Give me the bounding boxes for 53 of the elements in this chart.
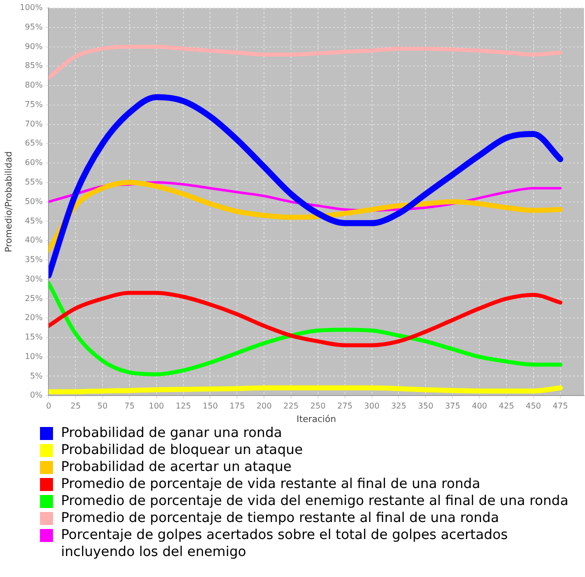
legend-label: Promedio de porcentaje de vida restante al final de una ronda: [61, 476, 480, 493]
y-tick-label: 35%: [24, 255, 44, 264]
x-tick-label: 50: [97, 401, 108, 410]
y-tick-label: 85%: [24, 61, 44, 70]
y-tick-label: 45%: [24, 216, 44, 226]
y-tick-label: 20%: [24, 313, 44, 322]
x-tick-label: 175: [230, 401, 245, 410]
y-axis-title: Promedio/Probabilidad: [4, 151, 15, 252]
x-tick-label: 125: [176, 401, 191, 410]
y-tick-label: 40%: [24, 236, 44, 245]
x-tick-label: 100: [148, 401, 164, 410]
y-tick-label: 10%: [24, 352, 44, 361]
x-tick-label: 350: [418, 401, 434, 410]
legend-label: Probabilidad de acertar un ataque: [61, 459, 292, 476]
line-series: [48, 44, 562, 80]
x-tick-label: 25: [70, 401, 81, 410]
x-tick-label: 225: [283, 401, 299, 410]
x-axis-title: Iteración: [296, 414, 336, 425]
x-tick-label: 250: [310, 401, 326, 410]
legend-label: Probabilidad de ganar una ronda: [61, 425, 282, 442]
legend-label: Porcentaje de golpes acertados sobre el total de golpes acertados incluyendo los del enemigo: [61, 527, 509, 561]
x-tick-label: 325: [391, 401, 406, 410]
x-tick-label: 425: [498, 401, 514, 410]
y-tick-label: 15%: [24, 332, 44, 342]
x-tick-label: 150: [202, 401, 218, 410]
legend-label: Probabilidad de bloquear un ataque: [61, 442, 303, 459]
y-tick-label: 60%: [24, 158, 44, 168]
y-tick-label: 30%: [24, 274, 44, 284]
x-tick-label: 200: [256, 401, 272, 410]
x-tick-label: 450: [526, 401, 542, 410]
y-tick-label: 70%: [24, 119, 44, 128]
y-tick-label: 80%: [24, 80, 44, 90]
x-tick-label: 75: [124, 401, 135, 410]
y-tick-label: 55%: [24, 178, 44, 186]
x-tick-label: 400: [472, 401, 488, 410]
line-series: [48, 290, 562, 348]
line-series: [48, 281, 562, 376]
y-tick-label: 0%: [30, 390, 44, 400]
y-tick-label: 65%: [24, 138, 44, 148]
x-tick-label: 275: [337, 401, 353, 410]
legend-label: Promedio de porcentaje de vida del enemigo restante al final de una ronda: [61, 493, 568, 510]
x-tick-label: 300: [364, 401, 380, 410]
y-tick-label: 25%: [24, 294, 44, 303]
y-tick-label: 95%: [24, 22, 44, 32]
y-tick-label: 75%: [24, 100, 44, 109]
x-tick-label: 0: [46, 401, 52, 410]
y-tick-label: 90%: [24, 42, 44, 51]
x-tick-label: 475: [552, 401, 568, 410]
x-tick-label: 375: [444, 401, 460, 410]
legend-label: Promedio de porcentaje de tiempo restante al final de una ronda: [61, 510, 500, 527]
y-tick-label: 50%: [24, 196, 44, 206]
y-tick-label: 5%: [30, 371, 44, 380]
y-tick-label: 100%: [20, 3, 44, 12]
